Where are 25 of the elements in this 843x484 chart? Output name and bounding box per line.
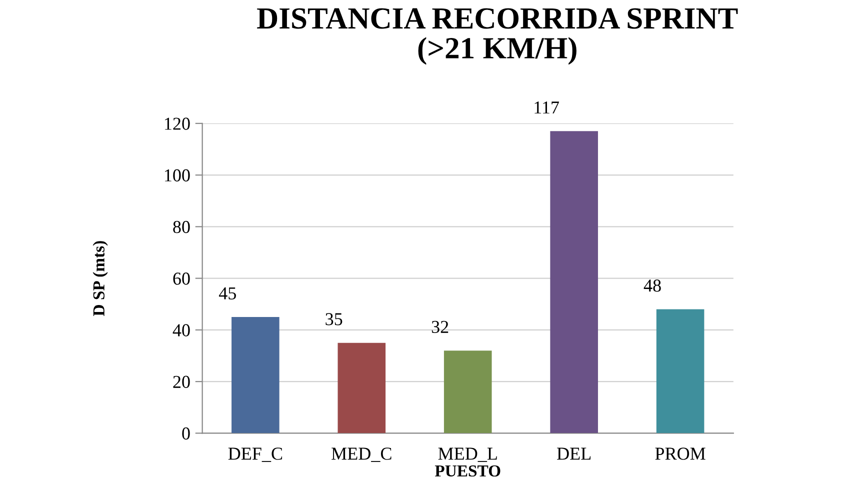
- x-tick-label: PROM: [655, 448, 706, 460]
- bar: [550, 131, 598, 434]
- y-tick-label: 40: [172, 324, 190, 336]
- x-tick-label: MED_C: [332, 448, 392, 462]
- y-tick-label: 120: [165, 118, 190, 130]
- bar: [444, 350, 492, 434]
- data-label: 32: [432, 320, 448, 334]
- bar: [338, 342, 386, 434]
- x-tick-label: MED_L: [438, 448, 497, 462]
- data-label: 35: [326, 313, 342, 326]
- y-tick-label: 80: [173, 220, 190, 234]
- y-tick-label: 0: [182, 427, 190, 440]
- bar: [232, 317, 280, 434]
- y-axis-title: D SP (mts): [92, 241, 108, 316]
- y-tick-label: 20: [173, 376, 190, 388]
- y-tick-label: 60: [173, 272, 190, 285]
- data-label: 117: [534, 102, 559, 114]
- bar: [656, 309, 704, 434]
- x-axis-title: PUESTO: [434, 465, 500, 477]
- data-label: 45: [218, 287, 236, 300]
- x-tick-label: DEL: [557, 448, 591, 460]
- chart-title: DISTANCIA RECORRIDA SPRINT (>21 KM/H): [257, 8, 738, 65]
- y-tick-label: 100: [165, 169, 190, 182]
- data-label: 48: [644, 280, 661, 292]
- x-tick-label: DEF_C: [228, 448, 282, 462]
